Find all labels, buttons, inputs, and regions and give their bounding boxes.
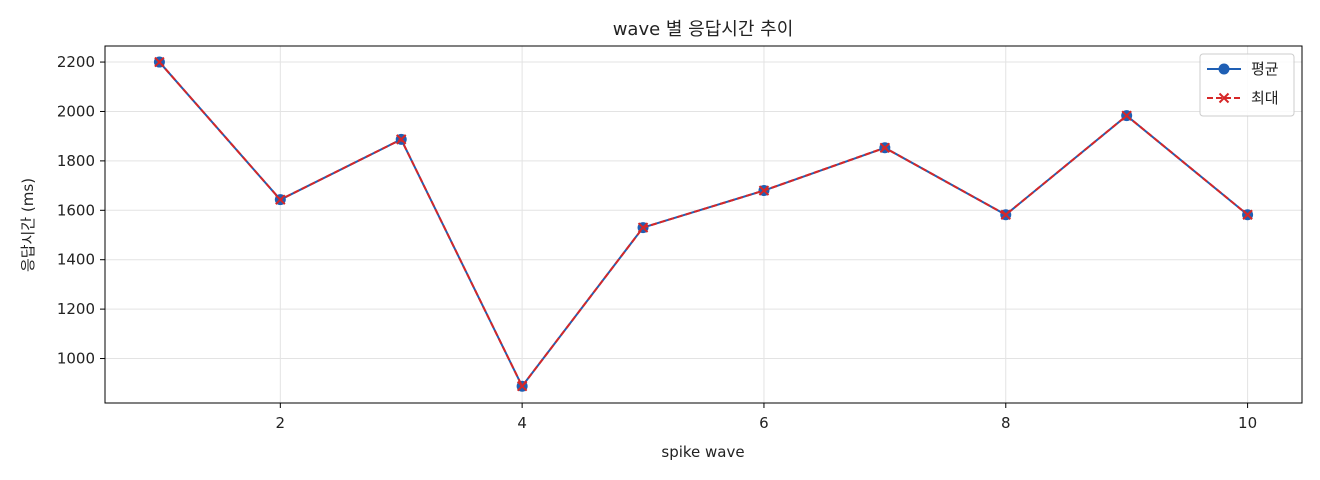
y-axis-title: 응답시간 (ms) — [19, 178, 37, 272]
series-2-point — [1000, 209, 1011, 220]
series-2-point — [1242, 209, 1253, 220]
x-tick-label: 10 — [1238, 414, 1257, 432]
legend-box — [1199, 53, 1295, 117]
series-1-line — [158, 61, 1249, 388]
legend-item-2-swatch-point — [1218, 92, 1230, 104]
axis-ticks: 2 4 6 8 10 1000 1200 1400 1600 1800 2000 2200 — [57, 53, 1257, 432]
x-tick-label: 2 — [276, 414, 286, 432]
x-axis-title: spike wave — [661, 443, 744, 461]
grid — [105, 46, 1302, 403]
x-tick-label: 4 — [517, 414, 527, 432]
legend-item-2: 최대 — [1207, 89, 1279, 107]
y-tick-label: 2000 — [57, 102, 95, 120]
legend-item-1-label: 평균 — [1251, 60, 1279, 78]
series-2-point — [758, 185, 770, 196]
series-2-point — [396, 134, 407, 145]
plot-area-frame — [104, 45, 1303, 404]
y-tick-label: 1000 — [57, 350, 95, 368]
y-tick-label: 1400 — [57, 251, 95, 269]
series-2-point — [275, 194, 286, 205]
series-2-point — [879, 142, 891, 153]
y-tick-label: 2200 — [57, 53, 95, 71]
series-2-point — [637, 222, 649, 233]
y-tick-label: 1600 — [57, 201, 95, 219]
series-layer — [153, 56, 1254, 392]
y-tick-label: 1800 — [57, 152, 95, 170]
series-2 — [154, 56, 1253, 392]
legend-item-2-label: 최대 — [1251, 89, 1279, 107]
legend-item-1: 평균 — [1207, 60, 1279, 78]
series-2-point — [1121, 110, 1132, 121]
series-2-point — [516, 380, 528, 392]
x-tick-label: 6 — [759, 414, 769, 432]
y-tick-label: 1200 — [57, 300, 95, 318]
series-2-line — [158, 61, 1249, 388]
x-tick-label: 8 — [1001, 414, 1011, 432]
series-1 — [153, 56, 1254, 392]
chart-title: wave 별 응답시간 추이 — [613, 19, 794, 40]
series-2-point — [154, 56, 165, 68]
legend-item-1-swatch-point — [1218, 63, 1230, 75]
